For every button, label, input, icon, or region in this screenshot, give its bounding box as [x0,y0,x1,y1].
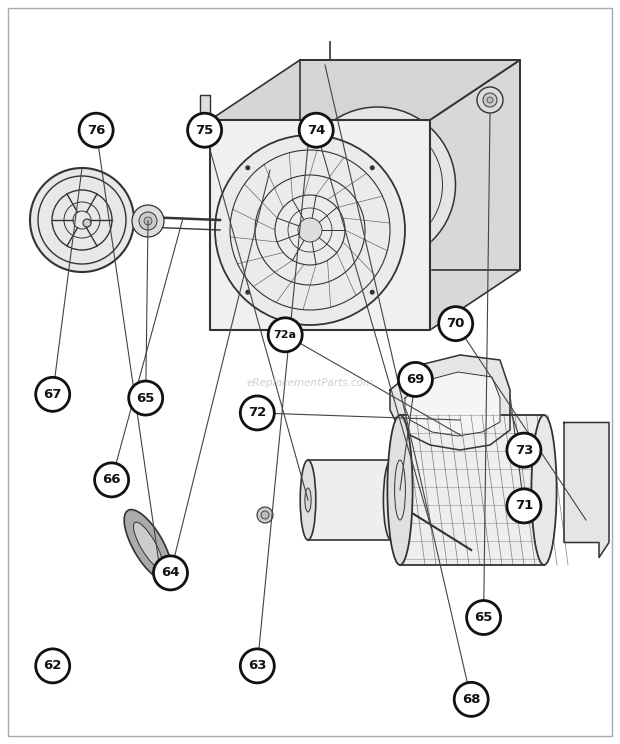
Circle shape [399,362,432,397]
Text: 76: 76 [87,124,105,137]
Text: 62: 62 [43,659,62,673]
Circle shape [241,396,274,430]
Circle shape [154,556,187,590]
Circle shape [467,600,500,635]
Circle shape [36,377,69,411]
Circle shape [188,113,221,147]
Bar [308,460,391,540]
Text: 65: 65 [136,391,155,405]
Text: 72: 72 [248,406,267,420]
Circle shape [215,135,405,325]
Circle shape [95,463,128,497]
Circle shape [246,289,250,295]
Circle shape [30,168,134,272]
Bar [400,415,544,565]
Circle shape [454,682,488,716]
Circle shape [261,511,269,519]
Text: 63: 63 [248,659,267,673]
Text: 74: 74 [307,124,326,137]
Ellipse shape [124,510,172,580]
Ellipse shape [531,415,557,565]
Circle shape [257,507,273,523]
Text: 71: 71 [515,499,533,513]
Polygon shape [564,423,609,557]
Polygon shape [200,95,210,120]
Text: 68: 68 [462,693,480,706]
Circle shape [79,113,113,147]
Text: 73: 73 [515,443,533,457]
Circle shape [507,433,541,467]
Polygon shape [405,372,500,436]
Circle shape [139,212,157,230]
Circle shape [299,107,456,263]
Circle shape [36,649,69,683]
Circle shape [83,219,91,227]
Polygon shape [210,60,520,120]
Text: 75: 75 [195,124,214,137]
Ellipse shape [388,415,412,565]
Circle shape [477,87,503,113]
Ellipse shape [305,488,311,512]
Circle shape [483,93,497,107]
Polygon shape [210,120,430,330]
Text: 69: 69 [406,373,425,386]
Circle shape [370,289,374,295]
Circle shape [370,165,374,170]
Circle shape [132,205,164,237]
Polygon shape [300,60,520,270]
Ellipse shape [383,460,399,540]
Text: 72a: 72a [273,330,297,340]
Circle shape [241,649,274,683]
Polygon shape [430,60,520,330]
Circle shape [246,165,250,170]
Text: 67: 67 [43,388,62,401]
Circle shape [268,318,302,352]
Text: 64: 64 [161,566,180,580]
Text: 66: 66 [102,473,121,487]
Circle shape [129,381,162,415]
Text: 70: 70 [446,317,465,330]
Circle shape [507,489,541,523]
Circle shape [487,97,493,103]
Ellipse shape [300,460,316,540]
Circle shape [298,218,322,242]
Ellipse shape [133,522,162,568]
Circle shape [439,307,472,341]
Text: eReplacementParts.com: eReplacementParts.com [246,378,374,388]
Circle shape [144,217,152,225]
Polygon shape [390,355,510,450]
Circle shape [299,113,333,147]
Text: 65: 65 [474,611,493,624]
